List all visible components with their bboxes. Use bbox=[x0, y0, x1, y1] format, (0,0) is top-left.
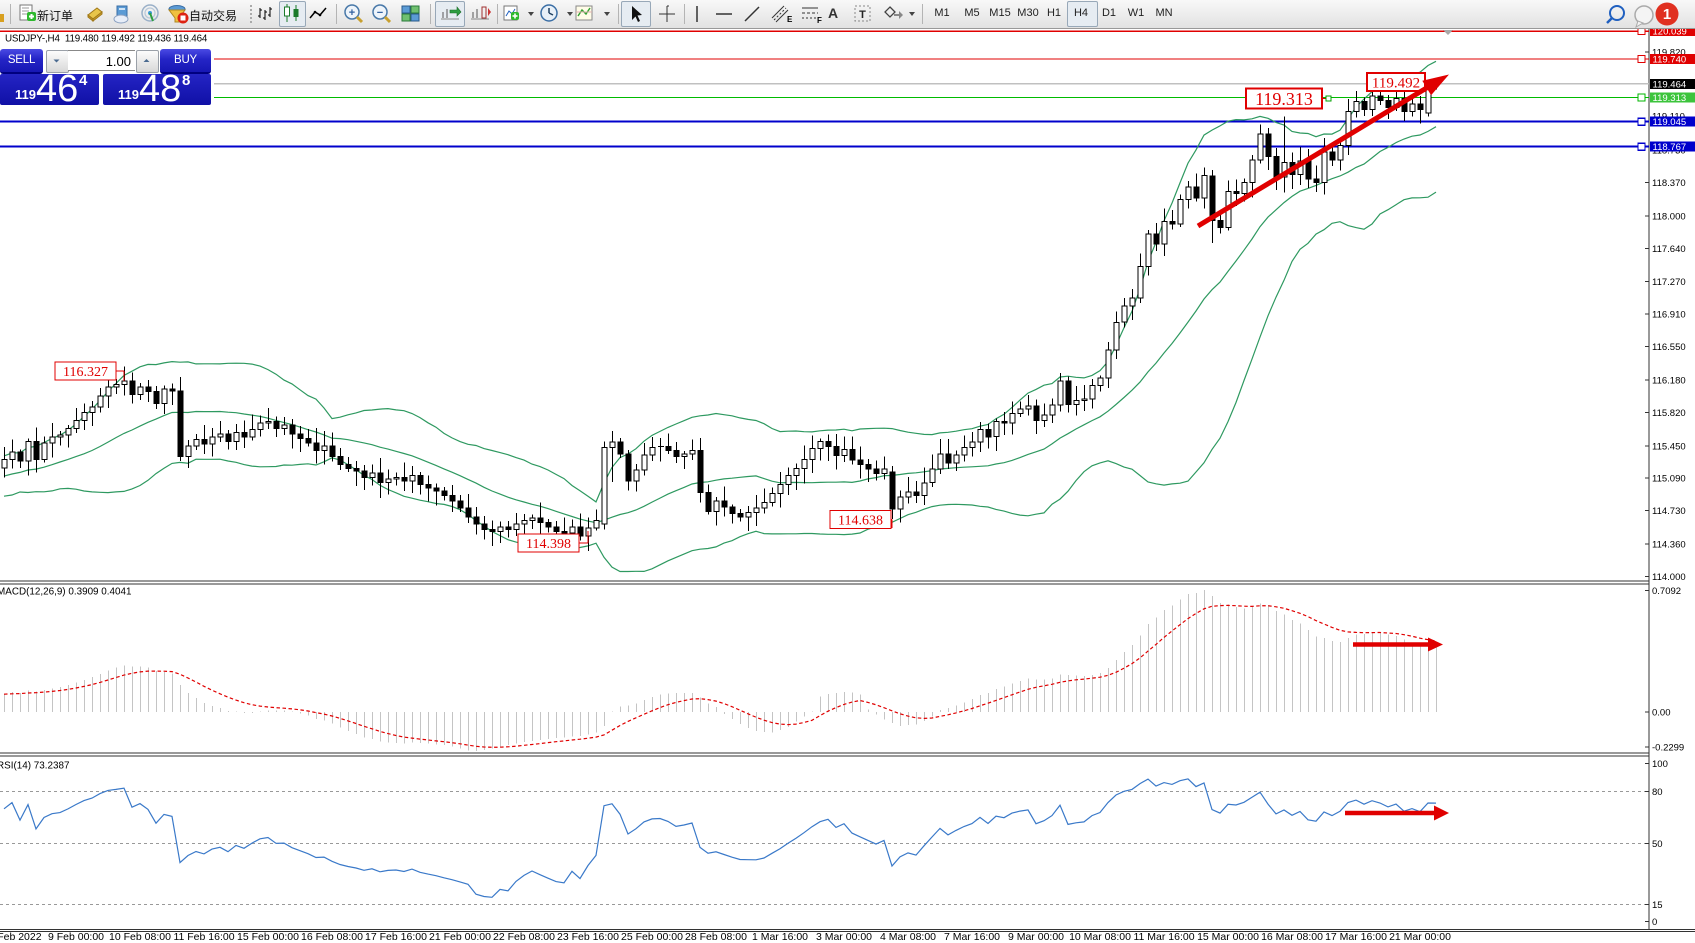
svg-text:T: T bbox=[859, 9, 866, 21]
svg-text:117.640: 117.640 bbox=[1652, 244, 1686, 255]
svg-text:114.730: 114.730 bbox=[1652, 506, 1686, 517]
svg-text:118.000: 118.000 bbox=[1652, 211, 1686, 222]
svg-text:119.045: 119.045 bbox=[1653, 117, 1687, 128]
svg-text:21 Mar 00:00: 21 Mar 00:00 bbox=[1389, 931, 1451, 943]
svg-text:8 Feb 2022: 8 Feb 2022 bbox=[0, 931, 42, 943]
svg-text:80: 80 bbox=[1652, 787, 1663, 798]
svg-text:3 Mar 00:00: 3 Mar 00:00 bbox=[816, 931, 872, 943]
svg-text:-0.2299: -0.2299 bbox=[1652, 743, 1684, 754]
svg-text:118.370: 118.370 bbox=[1652, 178, 1686, 189]
svg-text:0.7092: 0.7092 bbox=[1652, 586, 1681, 597]
svg-text:9 Feb 00:00: 9 Feb 00:00 bbox=[48, 931, 104, 943]
svg-text:100: 100 bbox=[1652, 759, 1668, 770]
svg-text:119.313: 119.313 bbox=[1255, 89, 1313, 109]
svg-text:119.492: 119.492 bbox=[1372, 75, 1420, 91]
svg-text:118.767: 118.767 bbox=[1653, 142, 1687, 153]
svg-text:116.910: 116.910 bbox=[1652, 310, 1686, 321]
svg-text:114.398: 114.398 bbox=[526, 537, 571, 552]
svg-text:−: − bbox=[377, 7, 383, 19]
svg-text:1: 1 bbox=[1663, 6, 1671, 23]
svg-text:116.327: 116.327 bbox=[63, 365, 108, 380]
svg-text:23 Feb 16:00: 23 Feb 16:00 bbox=[557, 931, 619, 943]
svg-text:RSI(14) 73.2387: RSI(14) 73.2387 bbox=[0, 761, 69, 772]
svg-text:F: F bbox=[817, 16, 822, 24]
svg-text:119.313: 119.313 bbox=[1653, 93, 1687, 104]
svg-text:11 Feb 16:00: 11 Feb 16:00 bbox=[173, 931, 234, 943]
svg-text:4 Mar 08:00: 4 Mar 08:00 bbox=[880, 931, 936, 943]
svg-text:115.820: 115.820 bbox=[1652, 408, 1686, 419]
svg-text:10 Feb 08:00: 10 Feb 08:00 bbox=[109, 931, 171, 943]
svg-text:114.000: 114.000 bbox=[1652, 572, 1686, 583]
svg-text:119.740: 119.740 bbox=[1653, 55, 1687, 66]
svg-text:10 Mar 08:00: 10 Mar 08:00 bbox=[1069, 931, 1131, 943]
svg-text:E: E bbox=[787, 15, 793, 24]
svg-text:15 Mar 00:00: 15 Mar 00:00 bbox=[1197, 931, 1259, 943]
svg-text:15 Feb 00:00: 15 Feb 00:00 bbox=[237, 931, 299, 943]
svg-text:16 Feb 08:00: 16 Feb 08:00 bbox=[301, 931, 363, 943]
svg-text:28 Feb 08:00: 28 Feb 08:00 bbox=[685, 931, 747, 943]
svg-text:114.360: 114.360 bbox=[1652, 540, 1686, 551]
svg-text:25 Feb 00:00: 25 Feb 00:00 bbox=[621, 931, 683, 943]
svg-text:119.820: 119.820 bbox=[1652, 47, 1686, 58]
svg-text:116.550: 116.550 bbox=[1652, 342, 1686, 353]
svg-text:1 Mar 16:00: 1 Mar 16:00 bbox=[752, 931, 808, 943]
svg-text:9 Mar 00:00: 9 Mar 00:00 bbox=[1008, 931, 1064, 943]
svg-text:115.450: 115.450 bbox=[1652, 441, 1686, 452]
svg-text:119.464: 119.464 bbox=[1653, 79, 1687, 90]
svg-text:17 Feb 16:00: 17 Feb 16:00 bbox=[365, 931, 427, 943]
svg-text:+: + bbox=[349, 7, 355, 19]
svg-text:117.270: 117.270 bbox=[1652, 277, 1686, 288]
svg-text:7 Mar 16:00: 7 Mar 16:00 bbox=[944, 931, 1000, 943]
svg-text:115.090: 115.090 bbox=[1652, 474, 1686, 485]
svg-text:120.039: 120.039 bbox=[1653, 27, 1687, 38]
svg-text:17 Mar 16:00: 17 Mar 16:00 bbox=[1325, 931, 1387, 943]
svg-text:0.00: 0.00 bbox=[1652, 708, 1671, 719]
svg-text:22 Feb 08:00: 22 Feb 08:00 bbox=[493, 931, 555, 943]
svg-text:0: 0 bbox=[1652, 917, 1657, 928]
svg-text:114.638: 114.638 bbox=[838, 514, 883, 529]
svg-text:15: 15 bbox=[1652, 900, 1663, 911]
svg-text:16 Mar 08:00: 16 Mar 08:00 bbox=[1261, 931, 1323, 943]
svg-text:21 Feb 00:00: 21 Feb 00:00 bbox=[429, 931, 491, 943]
svg-text:116.180: 116.180 bbox=[1652, 376, 1686, 387]
svg-text:50: 50 bbox=[1652, 839, 1663, 850]
svg-text:MACD(12,26,9) 0.3909 0.4041: MACD(12,26,9) 0.3909 0.4041 bbox=[0, 587, 132, 598]
svg-text:11 Mar 16:00: 11 Mar 16:00 bbox=[1133, 931, 1194, 943]
svg-text:USDJPY-,H4 119.480 119.492 11: USDJPY-,H4 119.480 119.492 119.436 119.4… bbox=[5, 34, 208, 45]
